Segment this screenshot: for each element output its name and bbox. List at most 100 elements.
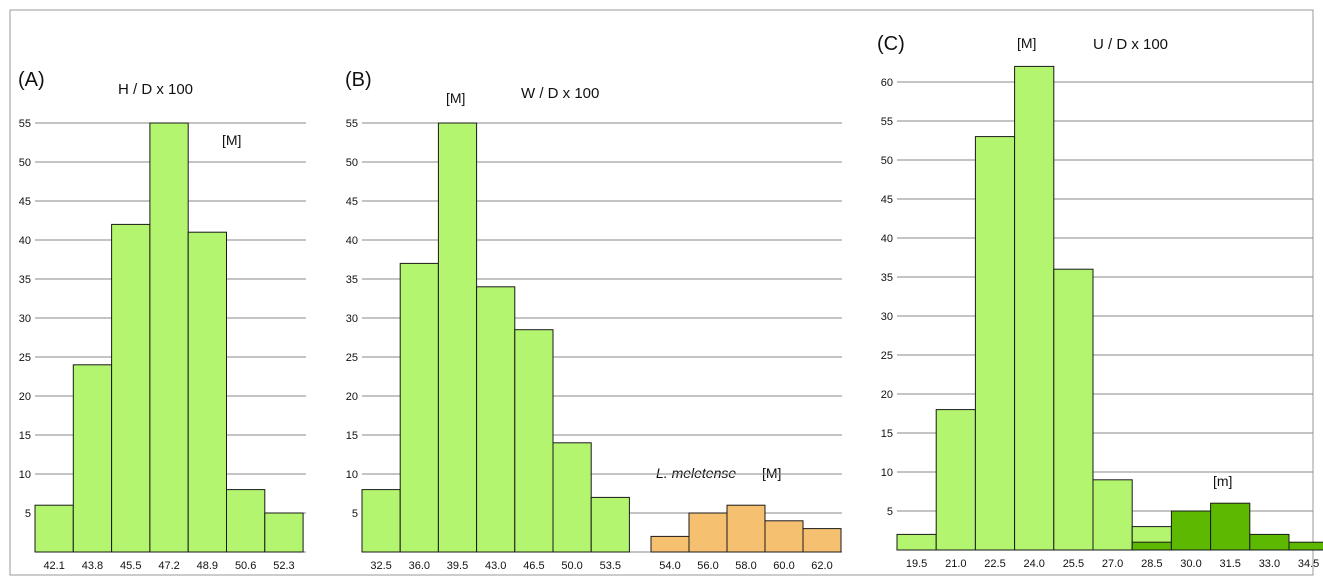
y-tick-label-a-15: 15	[19, 430, 31, 442]
inset-x-tick-label-56.0: 56.0	[697, 560, 718, 572]
y-tick-label-c-30: 30	[881, 311, 893, 323]
figure-border	[9, 9, 1314, 576]
x-tick-label-a-48.9: 48.9	[197, 560, 218, 572]
panel-a-label: (A)	[18, 69, 45, 91]
bar-b-s0-36.0	[399, 262, 439, 553]
y-tick-label-b-10: 10	[346, 469, 358, 481]
x-tick-label-c-27.0: 27.0	[1102, 558, 1123, 570]
x-tick-label-a-52.3: 52.3	[273, 560, 294, 572]
bar-c-s0-22.5	[974, 136, 1016, 551]
y-tick-label-a-20: 20	[19, 391, 31, 403]
panel-b-title: W / D x 100	[521, 85, 599, 102]
panel-b-inset-label: L. meletense	[656, 465, 736, 481]
bar-b-s0-43.0	[476, 286, 516, 553]
y-tick-label-c-60: 60	[881, 77, 893, 89]
y-tick-label-a-45: 45	[19, 196, 31, 208]
x-tick-label-c-19.5: 19.5	[906, 558, 927, 570]
bar-a-s0-52.3	[264, 512, 304, 553]
x-tick-label-a-42.1: 42.1	[43, 560, 64, 572]
y-tick-label-b-55: 55	[346, 118, 358, 130]
y-tick-label-b-25: 25	[346, 352, 358, 364]
inset-bar-58.0	[726, 504, 766, 553]
y-tick-label-c-25: 25	[881, 350, 893, 362]
y-tick-label-c-55: 55	[881, 116, 893, 128]
y-tick-label-a-40: 40	[19, 235, 31, 247]
y-tick-label-a-30: 30	[19, 313, 31, 325]
x-tick-label-b-43.0: 43.0	[485, 560, 506, 572]
bar-a-s0-43.8	[72, 364, 113, 553]
inset-x-tick-label-62.0: 62.0	[811, 560, 832, 572]
y-tick-label-b-5: 5	[352, 508, 358, 520]
x-tick-label-b-39.5: 39.5	[447, 560, 468, 572]
panel-c-title: U / D x 100	[1093, 36, 1168, 53]
y-tick-label-a-35: 35	[19, 274, 31, 286]
bar-a-s0-48.9	[187, 231, 227, 553]
inset-x-tick-label-58.0: 58.0	[735, 560, 756, 572]
x-tick-label-a-50.6: 50.6	[235, 560, 256, 572]
y-tick-label-a-5: 5	[25, 508, 31, 520]
inset-bar-54.0	[650, 535, 690, 553]
bar-c-s1-28.5	[1131, 541, 1172, 551]
x-tick-label-b-53.5: 53.5	[600, 560, 621, 572]
panel-c-annotation: [M]	[1017, 35, 1036, 51]
y-tick-label-c-50: 50	[881, 155, 893, 167]
x-tick-label-c-34.5: 34.5	[1298, 558, 1319, 570]
x-tick-label-b-36.0: 36.0	[409, 560, 430, 572]
bar-b-s0-50.0	[552, 442, 592, 553]
bar-b-s0-53.5	[590, 496, 630, 553]
bar-c-s0-21.0	[935, 409, 976, 551]
x-tick-label-c-28.5: 28.5	[1141, 558, 1162, 570]
y-tick-label-c-35: 35	[881, 272, 893, 284]
y-tick-label-c-10: 10	[881, 467, 893, 479]
bar-c-s1-33.0	[1249, 533, 1290, 551]
x-tick-label-a-43.8: 43.8	[82, 560, 103, 572]
inset-x-tick-label-54.0: 54.0	[659, 560, 680, 572]
x-tick-label-b-50.0: 50.0	[561, 560, 582, 572]
bars-layer	[34, 65, 1323, 553]
y-tick-label-b-20: 20	[346, 391, 358, 403]
x-tick-label-b-32.5: 32.5	[370, 560, 391, 572]
y-tick-label-b-15: 15	[346, 430, 358, 442]
bar-c-s0-19.5	[896, 533, 937, 551]
bar-c-s0-24.0	[1014, 65, 1055, 551]
x-tick-label-c-31.5: 31.5	[1219, 558, 1240, 570]
x-tick-label-c-30.0: 30.0	[1180, 558, 1201, 570]
panel-b-inset-annotation: [M]	[762, 465, 781, 481]
y-tick-label-a-25: 25	[19, 352, 31, 364]
y-tick-label-b-30: 30	[346, 313, 358, 325]
y-tick-label-b-50: 50	[346, 157, 358, 169]
bar-b-s0-46.5	[514, 329, 554, 553]
inset-bar-56.0	[688, 512, 728, 553]
bar-b-s0-32.5	[361, 489, 401, 553]
y-tick-label-a-50: 50	[19, 157, 31, 169]
x-tick-label-a-45.5: 45.5	[120, 560, 141, 572]
x-tick-label-c-22.5: 22.5	[984, 558, 1005, 570]
panel-c-annotation-minor: [m]	[1213, 473, 1232, 489]
inset-bar-60.0	[764, 520, 804, 553]
y-tick-label-c-45: 45	[881, 194, 893, 206]
bar-a-s0-42.1	[34, 504, 74, 553]
y-tick-label-a-10: 10	[19, 469, 31, 481]
x-tick-label-a-47.2: 47.2	[158, 560, 179, 572]
panel-a-title: H / D x 100	[118, 81, 193, 98]
x-tick-label-c-33.0: 33.0	[1259, 558, 1280, 570]
panel-b-label: (B)	[345, 69, 372, 91]
bar-a-s0-45.5	[111, 223, 151, 553]
x-tick-label-c-24.0: 24.0	[1023, 558, 1044, 570]
panel-c-label: (C)	[877, 33, 905, 55]
bar-c-s1-30.0	[1170, 510, 1212, 551]
inset-bar-62.0	[802, 528, 842, 553]
bar-a-s0-47.2	[149, 122, 189, 553]
y-tick-label-c-15: 15	[881, 428, 893, 440]
y-tick-label-b-40: 40	[346, 235, 358, 247]
y-tick-label-a-55: 55	[19, 118, 31, 130]
y-tick-label-c-5: 5	[887, 506, 893, 518]
x-tick-label-c-25.5: 25.5	[1063, 558, 1084, 570]
bar-c-s0-27.0	[1092, 479, 1133, 551]
y-tick-label-c-20: 20	[881, 389, 893, 401]
y-tick-label-c-40: 40	[881, 233, 893, 245]
bar-c-s0-25.5	[1053, 268, 1094, 551]
y-tick-label-b-35: 35	[346, 274, 358, 286]
